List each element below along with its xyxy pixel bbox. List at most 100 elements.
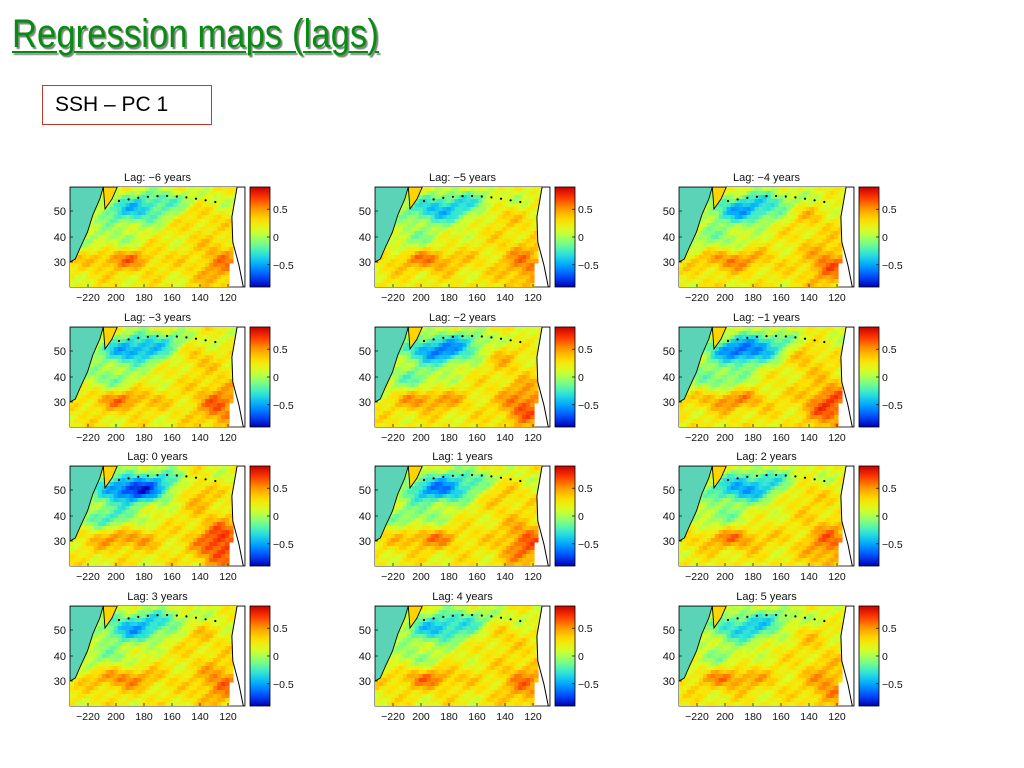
field-cell [125, 363, 131, 368]
field-cell [446, 211, 452, 216]
field-cell [430, 191, 436, 196]
field-cell [530, 327, 535, 332]
field-cell [766, 251, 771, 256]
field-cell [398, 387, 404, 392]
colorbar-tick-label: −0.5 [578, 260, 599, 272]
field-cell [161, 419, 166, 424]
field-cell [506, 351, 511, 356]
field-cell [834, 279, 839, 284]
field-cell [510, 195, 515, 200]
field-cell [197, 387, 202, 392]
field-cell [93, 359, 99, 364]
field-cell [410, 375, 416, 380]
field-cell [486, 195, 491, 200]
field-cell [710, 267, 716, 272]
field-cell [722, 199, 728, 204]
field-cell [698, 279, 704, 284]
field-cell [201, 247, 206, 252]
field-cell [414, 375, 420, 380]
field-cell [105, 359, 111, 364]
field-cell [726, 283, 732, 287]
field-cell [398, 347, 404, 352]
field-cell [410, 239, 416, 244]
field-cell [490, 191, 495, 196]
field-cell [506, 235, 511, 240]
field-cell [109, 207, 115, 212]
field-cell [173, 351, 178, 356]
field-cell [422, 347, 428, 352]
field-cell [442, 271, 448, 276]
field-cell [113, 415, 119, 420]
field-cell [157, 375, 162, 380]
field-cell [810, 215, 815, 220]
field-cell [177, 259, 182, 264]
field-cell [706, 199, 712, 204]
field-cell [802, 239, 807, 244]
field-cell [498, 235, 503, 240]
field-cell [406, 379, 412, 384]
field-cell [169, 415, 174, 420]
field-cell [209, 327, 214, 332]
field-cell [181, 347, 186, 352]
field-cell [93, 211, 99, 216]
field-cell [157, 347, 162, 352]
field-cell [165, 375, 170, 380]
field-cell [229, 211, 234, 216]
field-cell [217, 411, 222, 416]
field-cell [478, 195, 483, 200]
field-cell [181, 263, 186, 268]
field-cell [498, 351, 503, 356]
y-tick-label: 40 [359, 232, 371, 244]
field-cell [193, 351, 198, 356]
field-cell [233, 327, 238, 332]
field-cell [750, 259, 756, 264]
field-cell [818, 203, 823, 208]
field-cell [534, 231, 539, 236]
field-cell [714, 235, 720, 240]
field-cell [494, 195, 499, 200]
field-cell [734, 223, 740, 228]
field-cell [502, 219, 507, 224]
field-cell [209, 399, 214, 404]
field-cell [738, 199, 744, 204]
field-cell [458, 227, 463, 232]
field-cell [506, 267, 511, 272]
field-cell [442, 259, 448, 264]
field-cell [217, 331, 222, 336]
field-cell [802, 243, 807, 248]
field-cell [522, 283, 527, 287]
field-cell [101, 415, 107, 420]
field-cell [105, 279, 111, 284]
field-cell [109, 403, 115, 408]
field-cell [474, 247, 479, 252]
field-cell [181, 187, 186, 192]
field-cell [185, 411, 190, 416]
field-cell [209, 239, 214, 244]
field-cell [822, 271, 827, 276]
field-cell [177, 395, 182, 400]
field-cell [738, 239, 744, 244]
field-cell [217, 235, 222, 240]
field-cell [438, 351, 444, 356]
field-cell [494, 231, 499, 236]
field-cell [482, 363, 487, 368]
field-cell [754, 235, 760, 240]
field-cell [786, 223, 791, 228]
field-cell [153, 355, 158, 360]
field-cell [221, 407, 226, 412]
field-cell [129, 375, 135, 380]
field-cell [726, 219, 732, 224]
field-cell [197, 267, 202, 272]
field-cell [113, 195, 119, 200]
field-cell [462, 331, 467, 336]
field-cell [185, 191, 190, 196]
field-cell [702, 227, 708, 232]
field-cell [482, 255, 487, 260]
field-cell [113, 343, 119, 348]
x-tick-label: 120 [219, 292, 237, 304]
field-cell [782, 275, 787, 280]
field-cell [794, 239, 799, 244]
field-cell [826, 255, 831, 260]
field-cell [125, 203, 131, 208]
field-cell [153, 195, 158, 200]
